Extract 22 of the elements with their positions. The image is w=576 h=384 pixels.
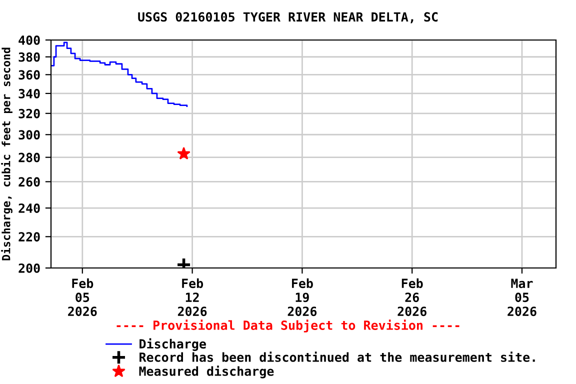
x-tick-label: Feb 19 2026	[288, 278, 317, 316]
y-tick-label: 360	[18, 70, 40, 80]
x-tick-label: Feb 12 2026	[178, 278, 207, 316]
y-tick-label: 300	[18, 130, 40, 140]
chart-title: USGS 02160105 TYGER RIVER NEAR DELTA, SC	[138, 12, 438, 24]
y-tick-label: 400	[18, 35, 40, 45]
y-tick-label: 220	[18, 232, 40, 242]
y-tick-label: 280	[18, 152, 40, 162]
x-tick-label: Feb 26 2026	[398, 278, 426, 316]
y-tick-label: 260	[18, 177, 40, 187]
y-tick-label: 320	[18, 108, 40, 118]
x-tick-label: Feb 05 2026	[68, 278, 97, 316]
y-tick-label: 240	[18, 204, 40, 213]
legend-label: Record has been discontinued at the measurement site.	[140, 352, 535, 362]
legend-label: Measured discharge	[139, 366, 274, 378]
y-tick-label: 200	[18, 263, 40, 273]
text: ---- Provisional Data Subject to Revision ----	[116, 320, 460, 332]
legend-label: Discharge	[140, 338, 206, 351]
x-tick-label: Mar 05 2026	[508, 278, 536, 316]
y-tick-label: 340	[18, 88, 40, 98]
y-axis-title: Discharge, cubic feet per second	[1, 48, 12, 260]
y-tick-label: 380	[18, 52, 40, 62]
